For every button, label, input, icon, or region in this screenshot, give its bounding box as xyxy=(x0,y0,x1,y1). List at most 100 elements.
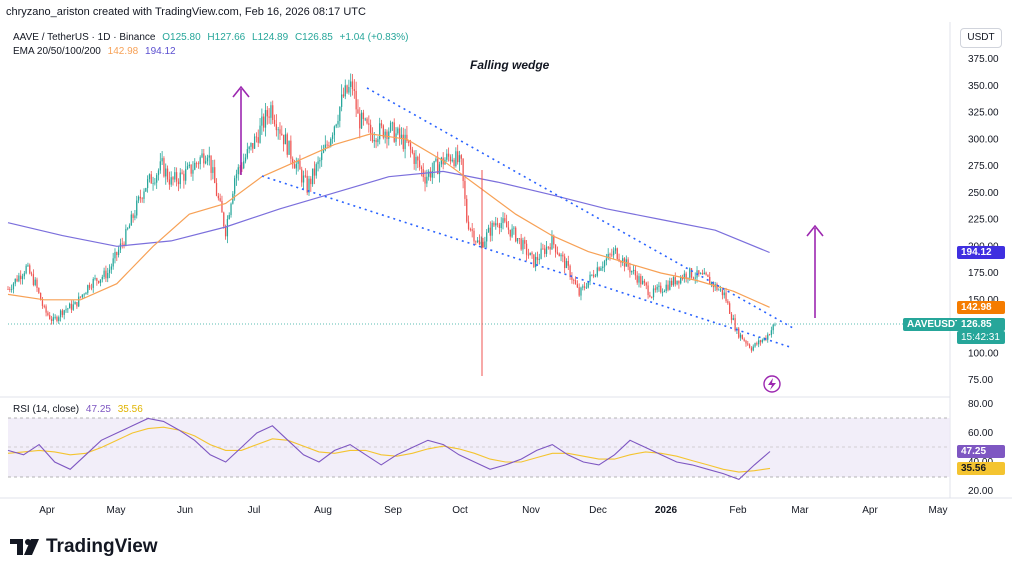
candle-body xyxy=(52,317,54,321)
candle-body xyxy=(7,289,9,290)
ema-legend: EMA 20/50/100/200 142.98 194.12 xyxy=(13,46,180,57)
candle-body xyxy=(353,89,355,91)
candle-body xyxy=(612,250,615,256)
candle-body xyxy=(511,228,513,237)
candle-body xyxy=(166,168,169,180)
candle-body xyxy=(397,128,399,134)
lightning-icon[interactable] xyxy=(763,375,781,393)
rsi-ma-line xyxy=(7,426,771,473)
candle-body xyxy=(313,168,316,176)
candle-body xyxy=(516,238,519,242)
candle-body xyxy=(500,223,502,229)
candle-body xyxy=(130,214,132,226)
candle-body xyxy=(110,266,112,270)
candle-body xyxy=(107,273,109,279)
candle-body xyxy=(69,303,71,309)
up-arrow-left xyxy=(232,85,250,175)
candle-body xyxy=(641,280,644,285)
candle-body xyxy=(578,287,580,296)
candle-body xyxy=(652,288,655,298)
candle-body xyxy=(50,319,53,321)
candle-body xyxy=(199,157,201,165)
candle-body xyxy=(542,248,544,250)
candle-body xyxy=(725,292,727,302)
candle-body xyxy=(255,136,258,138)
candle-body xyxy=(190,164,192,174)
candle-body xyxy=(774,324,776,326)
candle-body xyxy=(132,214,134,218)
candle-body xyxy=(614,248,617,251)
candle-body xyxy=(14,278,16,284)
candle-body xyxy=(139,196,142,199)
candle-body xyxy=(185,169,187,181)
candle-body xyxy=(701,273,704,275)
candle-body xyxy=(121,243,123,245)
candle-body xyxy=(399,128,401,138)
candle-body xyxy=(357,109,359,114)
candle-body xyxy=(478,240,481,245)
candle-body xyxy=(306,175,308,193)
candle-body xyxy=(433,161,435,171)
candle-body xyxy=(67,308,69,310)
candle-body xyxy=(665,284,667,291)
rsi-band xyxy=(8,418,950,477)
ema50-line xyxy=(7,133,770,308)
candle-body xyxy=(504,218,506,222)
candle-body xyxy=(582,286,584,288)
candle-body xyxy=(545,246,548,254)
candle-body xyxy=(322,150,325,153)
candle-body xyxy=(632,269,635,272)
candle-body xyxy=(18,275,20,282)
candle-body xyxy=(159,161,161,171)
candle-body xyxy=(215,183,218,196)
candle-body xyxy=(123,243,125,246)
candle-body xyxy=(631,271,633,273)
candle-body xyxy=(685,273,687,279)
candle-body xyxy=(536,256,539,260)
candle-body xyxy=(38,287,40,293)
candle-body xyxy=(440,157,442,165)
candle-body xyxy=(125,228,127,246)
candle-body xyxy=(743,339,745,341)
candle-body xyxy=(355,90,357,110)
candle-body xyxy=(569,265,571,278)
candle-body xyxy=(145,188,147,192)
candle-body xyxy=(25,265,27,274)
candle-body xyxy=(368,123,370,125)
candle-body xyxy=(333,126,336,136)
candle-body xyxy=(170,177,172,185)
candle-body xyxy=(235,174,238,179)
time-tick-label: Oct xyxy=(452,505,468,516)
candle-body xyxy=(252,142,254,149)
candle-body xyxy=(246,149,248,158)
candle-body xyxy=(150,174,152,184)
candle-body xyxy=(453,159,455,167)
candle-body xyxy=(651,296,653,298)
candle-body xyxy=(767,334,769,340)
candle-body xyxy=(181,172,183,174)
candle-body xyxy=(268,116,270,118)
candle-body xyxy=(359,113,361,129)
candle-body xyxy=(723,292,725,296)
candle-body xyxy=(224,226,227,237)
symbol-price-label: AAVEUSDT xyxy=(903,318,966,331)
candle-body xyxy=(629,266,631,273)
wedge-lower-line xyxy=(261,175,791,348)
currency-selector[interactable]: USDT xyxy=(960,28,1002,48)
candle-body xyxy=(23,273,25,277)
candle-body xyxy=(564,256,566,269)
candle-body xyxy=(409,143,412,150)
candle-body xyxy=(404,134,406,150)
candle-body xyxy=(709,276,711,285)
candle-body xyxy=(683,273,685,280)
candle-body xyxy=(234,178,236,194)
candle-body xyxy=(186,166,189,170)
candle-body xyxy=(56,316,58,321)
candle-body xyxy=(45,306,47,313)
candle-body xyxy=(337,120,339,125)
candle-body xyxy=(328,145,330,147)
candle-body xyxy=(643,280,646,283)
candle-body xyxy=(157,170,160,176)
candle-body xyxy=(565,260,568,269)
